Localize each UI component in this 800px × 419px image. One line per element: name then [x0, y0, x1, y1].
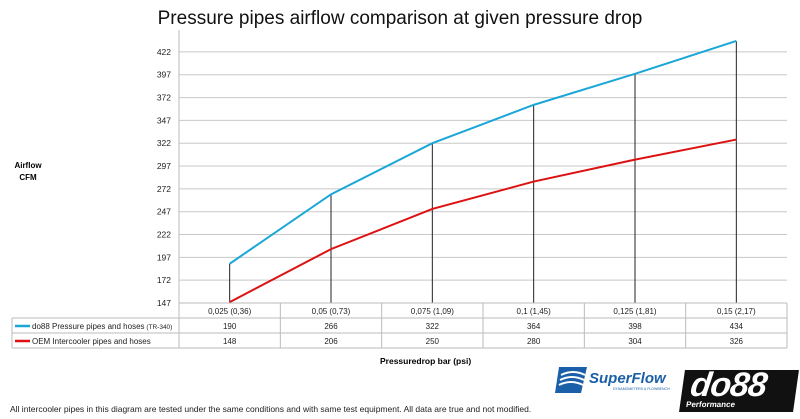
- x-axis-label: Pressuredrop bar (psi): [380, 356, 472, 366]
- legend-suffix: (TR-340): [145, 324, 173, 331]
- svg-text:DYNAMOMETERS & FLOWBENCHES: DYNAMOMETERS & FLOWBENCHES: [613, 387, 670, 391]
- do88-logo: do88 Performance: [679, 366, 799, 412]
- data-label: 326: [730, 337, 744, 346]
- data-label: 398: [628, 322, 642, 331]
- data-label: 322: [426, 322, 440, 331]
- svg-text:SuperFlow: SuperFlow: [589, 370, 667, 387]
- legend-label-0: do88 Pressure pipes and hoses (TR-340): [32, 322, 172, 331]
- data-label: 434: [730, 322, 744, 331]
- chart-svg: 147 172 197 222 247 272 297 322 347 372 397 422 0,02…: [11, 30, 788, 349]
- data-label: 250: [426, 337, 440, 346]
- data-label: 364: [527, 322, 541, 331]
- y-axis-label-line1: Airflow: [14, 161, 42, 170]
- y-axis-label: Airflow CFM: [8, 160, 48, 184]
- series-line-1: [229, 138, 737, 303]
- y-tick-label: 197: [157, 252, 171, 262]
- data-label: 190: [223, 322, 237, 331]
- x-tick-label: 0,15 (2,17): [717, 307, 756, 316]
- x-tick-label: 0,05 (0,73): [312, 307, 351, 316]
- data-label: 304: [628, 337, 642, 346]
- y-tick-label: 147: [157, 298, 171, 308]
- series-line-0: [229, 40, 737, 265]
- data-label: 266: [324, 322, 338, 331]
- legend-label-1: OEM Intercooler pipes and hoses: [32, 337, 151, 346]
- data-label: 206: [324, 337, 338, 346]
- y-tick-label: 322: [157, 138, 171, 148]
- x-tick-label: 0,125 (1,81): [613, 307, 656, 316]
- y-tick-label: 297: [157, 161, 171, 171]
- y-tick-label: 272: [157, 184, 171, 194]
- y-tick-label: 397: [157, 70, 171, 80]
- x-tick-label: 0,075 (1,09): [411, 307, 454, 316]
- y-tick-label: 422: [157, 47, 171, 57]
- y-tick-label: 222: [157, 230, 171, 240]
- y-tick-label: 347: [157, 115, 171, 125]
- y-tick-label: 372: [157, 93, 171, 103]
- superflow-logo: SuperFlow DYNAMOMETERS & FLOWBENCHES: [555, 365, 670, 393]
- y-tick-label: 172: [157, 275, 171, 285]
- data-label: 280: [527, 337, 541, 346]
- footer-note: All intercooler pipes in this diagram ar…: [10, 404, 532, 414]
- x-tick-label: 0,1 (1,45): [517, 307, 552, 316]
- chart-title: Pressure pipes airflow comparison at giv…: [157, 8, 643, 29]
- x-tick-label: 0,025 (0,36): [208, 307, 251, 316]
- data-label: 148: [223, 337, 237, 346]
- y-tick-label: 247: [157, 207, 171, 217]
- y-axis-label-line2: CFM: [19, 173, 37, 182]
